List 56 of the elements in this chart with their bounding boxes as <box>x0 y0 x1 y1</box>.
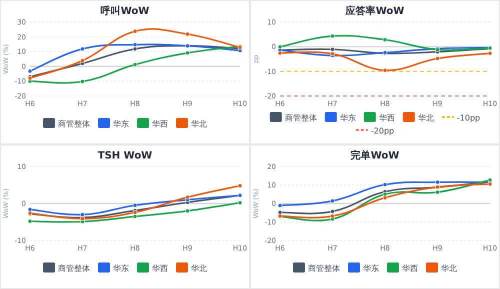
point <box>132 42 138 47</box>
point <box>435 180 440 184</box>
legend-label: 商管整体 <box>308 264 340 273</box>
legend-label: 商管整体 <box>58 120 90 128</box>
legend-label: -20pp <box>370 126 394 136</box>
legend-label: 华西 <box>402 264 418 273</box>
point <box>238 183 242 188</box>
point <box>132 29 138 34</box>
point <box>185 208 190 214</box>
point <box>185 50 190 56</box>
point <box>382 196 388 200</box>
legend-label: 华西 <box>378 114 395 122</box>
legend-label: 华东 <box>113 120 129 128</box>
point <box>330 34 335 38</box>
legend-label: -10pp <box>456 114 480 122</box>
title: 完单WoW <box>350 150 400 162</box>
legend-label: 华北 <box>191 264 207 273</box>
point <box>330 209 335 214</box>
point <box>435 56 440 61</box>
point <box>80 79 85 84</box>
legend-label: 华东 <box>113 264 129 273</box>
point <box>132 62 138 67</box>
point <box>382 68 388 73</box>
point <box>80 58 85 63</box>
legend-label: 华北 <box>441 264 457 273</box>
legend-label: 华北 <box>191 120 207 128</box>
legend-label: 华西 <box>152 120 168 128</box>
point <box>382 38 388 42</box>
point <box>132 214 138 219</box>
point <box>278 50 282 56</box>
title: 呼叫WoW <box>100 6 150 17</box>
title: 应答率WoW <box>346 6 404 17</box>
legend-label: 华东 <box>340 114 356 122</box>
legend-label: 华北 <box>418 114 434 122</box>
point <box>382 182 388 187</box>
point <box>238 200 242 206</box>
title: TSH WoW <box>98 150 152 162</box>
point <box>28 219 32 224</box>
point <box>330 214 335 218</box>
point <box>278 44 282 50</box>
point <box>278 203 282 208</box>
point <box>80 46 85 52</box>
point <box>132 46 138 52</box>
legend-label: 商管整体 <box>284 114 317 122</box>
point <box>185 32 190 36</box>
point <box>330 198 335 204</box>
point <box>80 212 85 217</box>
point <box>488 51 492 56</box>
point <box>330 47 335 52</box>
legend-label: 商管整体 <box>58 264 90 273</box>
point <box>28 68 32 74</box>
legend-label: 华西 <box>152 264 168 273</box>
point <box>132 203 138 208</box>
point <box>185 194 190 200</box>
point <box>435 190 440 194</box>
legend-label: 华东 <box>363 264 379 273</box>
